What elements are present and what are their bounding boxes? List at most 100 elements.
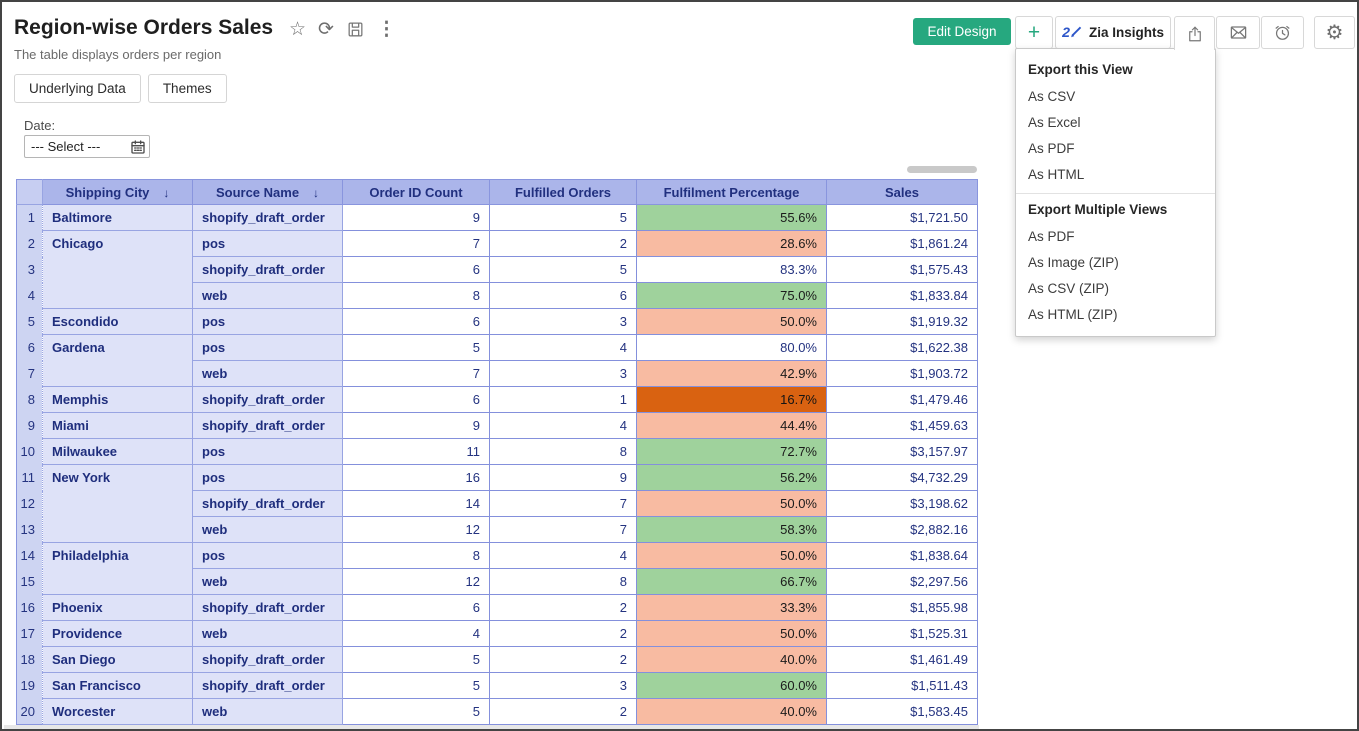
shipping-city-cell[interactable]: Worcester [42,698,193,725]
sales-cell[interactable]: $1,583.45 [826,698,978,725]
order-count-cell[interactable]: 11 [342,438,490,465]
order-count-cell[interactable]: 5 [342,672,490,699]
sales-cell[interactable]: $1,919.32 [826,308,978,335]
settings-button[interactable]: ⚙ [1314,16,1355,49]
sales-cell[interactable]: $1,855.98 [826,594,978,621]
source-name-cell[interactable]: shopify_draft_order [192,646,343,673]
source-name-cell[interactable]: web [192,698,343,725]
export-menu-item[interactable]: As Excel [1028,114,1081,130]
fulfilled-orders-cell[interactable]: 1 [489,386,637,413]
sales-cell[interactable]: $1,525.31 [826,620,978,647]
email-button[interactable] [1216,16,1260,49]
sales-cell[interactable]: $3,198.62 [826,490,978,517]
sales-cell[interactable]: $1,838.64 [826,542,978,569]
source-name-cell[interactable]: web [192,568,343,595]
export-menu-item[interactable]: As Image (ZIP) [1028,254,1119,270]
table-horizontal-scrollbar[interactable] [907,166,977,173]
shipping-city-cell[interactable]: Baltimore [42,204,193,231]
shipping-city-cell[interactable]: San Diego [42,646,193,673]
schedule-button[interactable] [1261,16,1304,49]
sales-cell[interactable]: $1,511.43 [826,672,978,699]
zia-insights-button[interactable]: 2 Zia Insights [1055,16,1171,49]
sales-cell[interactable]: $1,833.84 [826,282,978,309]
fulfilled-orders-cell[interactable]: 6 [489,282,637,309]
source-name-cell[interactable]: shopify_draft_order [192,256,343,283]
fulfilled-orders-cell[interactable]: 5 [489,204,637,231]
source-name-cell[interactable]: web [192,620,343,647]
source-name-cell[interactable]: web [192,360,343,387]
fulfilment-percentage-cell[interactable]: 50.0% [636,308,827,335]
sales-cell[interactable]: $1,721.50 [826,204,978,231]
source-name-cell[interactable]: shopify_draft_order [192,672,343,699]
edit-design-button[interactable]: Edit Design [913,18,1011,45]
shipping-city-cell[interactable]: Phoenix [42,594,193,621]
order-count-cell[interactable]: 5 [342,646,490,673]
column-header-shipping-city[interactable]: Shipping City ↓ [42,179,193,205]
star-icon[interactable]: ☆ [289,19,307,40]
fulfilled-orders-cell[interactable]: 7 [489,516,637,543]
sales-cell[interactable]: $1,461.49 [826,646,978,673]
fulfilled-orders-cell[interactable]: 4 [489,334,637,361]
column-header-fulfilment-percentage[interactable]: Fulfilment Percentage [636,179,827,205]
source-name-cell[interactable]: shopify_draft_order [192,386,343,413]
fulfilled-orders-cell[interactable]: 8 [489,438,637,465]
order-count-cell[interactable]: 9 [342,412,490,439]
fulfilled-orders-cell[interactable]: 2 [489,698,637,725]
fulfilled-orders-cell[interactable]: 4 [489,412,637,439]
export-menu-item[interactable]: As CSV (ZIP) [1028,280,1110,296]
shipping-city-cell[interactable]: Gardena [42,334,193,387]
order-count-cell[interactable]: 6 [342,386,490,413]
export-menu-item[interactable]: As PDF [1028,228,1075,244]
fulfilment-percentage-cell[interactable]: 66.7% [636,568,827,595]
sales-cell[interactable]: $1,861.24 [826,230,978,257]
column-header-fulfilled-orders[interactable]: Fulfilled Orders [489,179,637,205]
shipping-city-cell[interactable]: Philadelphia [42,542,193,595]
order-count-cell[interactable]: 9 [342,204,490,231]
fulfilment-percentage-cell[interactable]: 33.3% [636,594,827,621]
export-menu-item[interactable]: As CSV [1028,88,1076,104]
order-count-cell[interactable]: 6 [342,256,490,283]
fulfilled-orders-cell[interactable]: 9 [489,464,637,491]
export-share-button[interactable] [1174,16,1215,50]
shipping-city-cell[interactable]: Miami [42,412,193,439]
fulfilment-percentage-cell[interactable]: 83.3% [636,256,827,283]
fulfilment-percentage-cell[interactable]: 58.3% [636,516,827,543]
order-count-cell[interactable]: 7 [342,360,490,387]
sales-cell[interactable]: $2,297.56 [826,568,978,595]
shipping-city-cell[interactable]: Chicago [42,230,193,309]
fulfilled-orders-cell[interactable]: 2 [489,646,637,673]
source-name-cell[interactable]: pos [192,334,343,361]
order-count-cell[interactable]: 5 [342,698,490,725]
order-count-cell[interactable]: 8 [342,542,490,569]
source-name-cell[interactable]: shopify_draft_order [192,594,343,621]
source-name-cell[interactable]: shopify_draft_order [192,490,343,517]
fulfilment-percentage-cell[interactable]: 40.0% [636,698,827,725]
fulfilled-orders-cell[interactable]: 5 [489,256,637,283]
tab-themes[interactable]: Themes [147,74,227,103]
order-count-cell[interactable]: 6 [342,308,490,335]
fulfilled-orders-cell[interactable]: 3 [489,308,637,335]
add-button[interactable]: + [1015,16,1053,49]
fulfilment-percentage-cell[interactable]: 42.9% [636,360,827,387]
save-icon[interactable] [346,20,365,39]
column-header-source-name[interactable]: Source Name ↓ [192,179,343,205]
refresh-icon[interactable]: ⟳ [318,19,334,40]
fulfilment-percentage-cell[interactable]: 40.0% [636,646,827,673]
fulfilment-percentage-cell[interactable]: 60.0% [636,672,827,699]
fulfilment-percentage-cell[interactable]: 56.2% [636,464,827,491]
fulfilment-percentage-cell[interactable]: 72.7% [636,438,827,465]
fulfilment-percentage-cell[interactable]: 44.4% [636,412,827,439]
order-count-cell[interactable]: 5 [342,334,490,361]
shipping-city-cell[interactable]: Milwaukee [42,438,193,465]
sales-cell[interactable]: $1,622.38 [826,334,978,361]
source-name-cell[interactable]: pos [192,308,343,335]
fulfilled-orders-cell[interactable]: 3 [489,672,637,699]
shipping-city-cell[interactable]: San Francisco [42,672,193,699]
fulfilment-percentage-cell[interactable]: 16.7% [636,386,827,413]
shipping-city-cell[interactable]: Escondido [42,308,193,335]
export-menu-item[interactable]: As HTML (ZIP) [1028,306,1118,322]
sales-cell[interactable]: $1,575.43 [826,256,978,283]
export-menu-item[interactable]: As PDF [1028,140,1075,156]
shipping-city-cell[interactable]: Providence [42,620,193,647]
sales-cell[interactable]: $1,903.72 [826,360,978,387]
